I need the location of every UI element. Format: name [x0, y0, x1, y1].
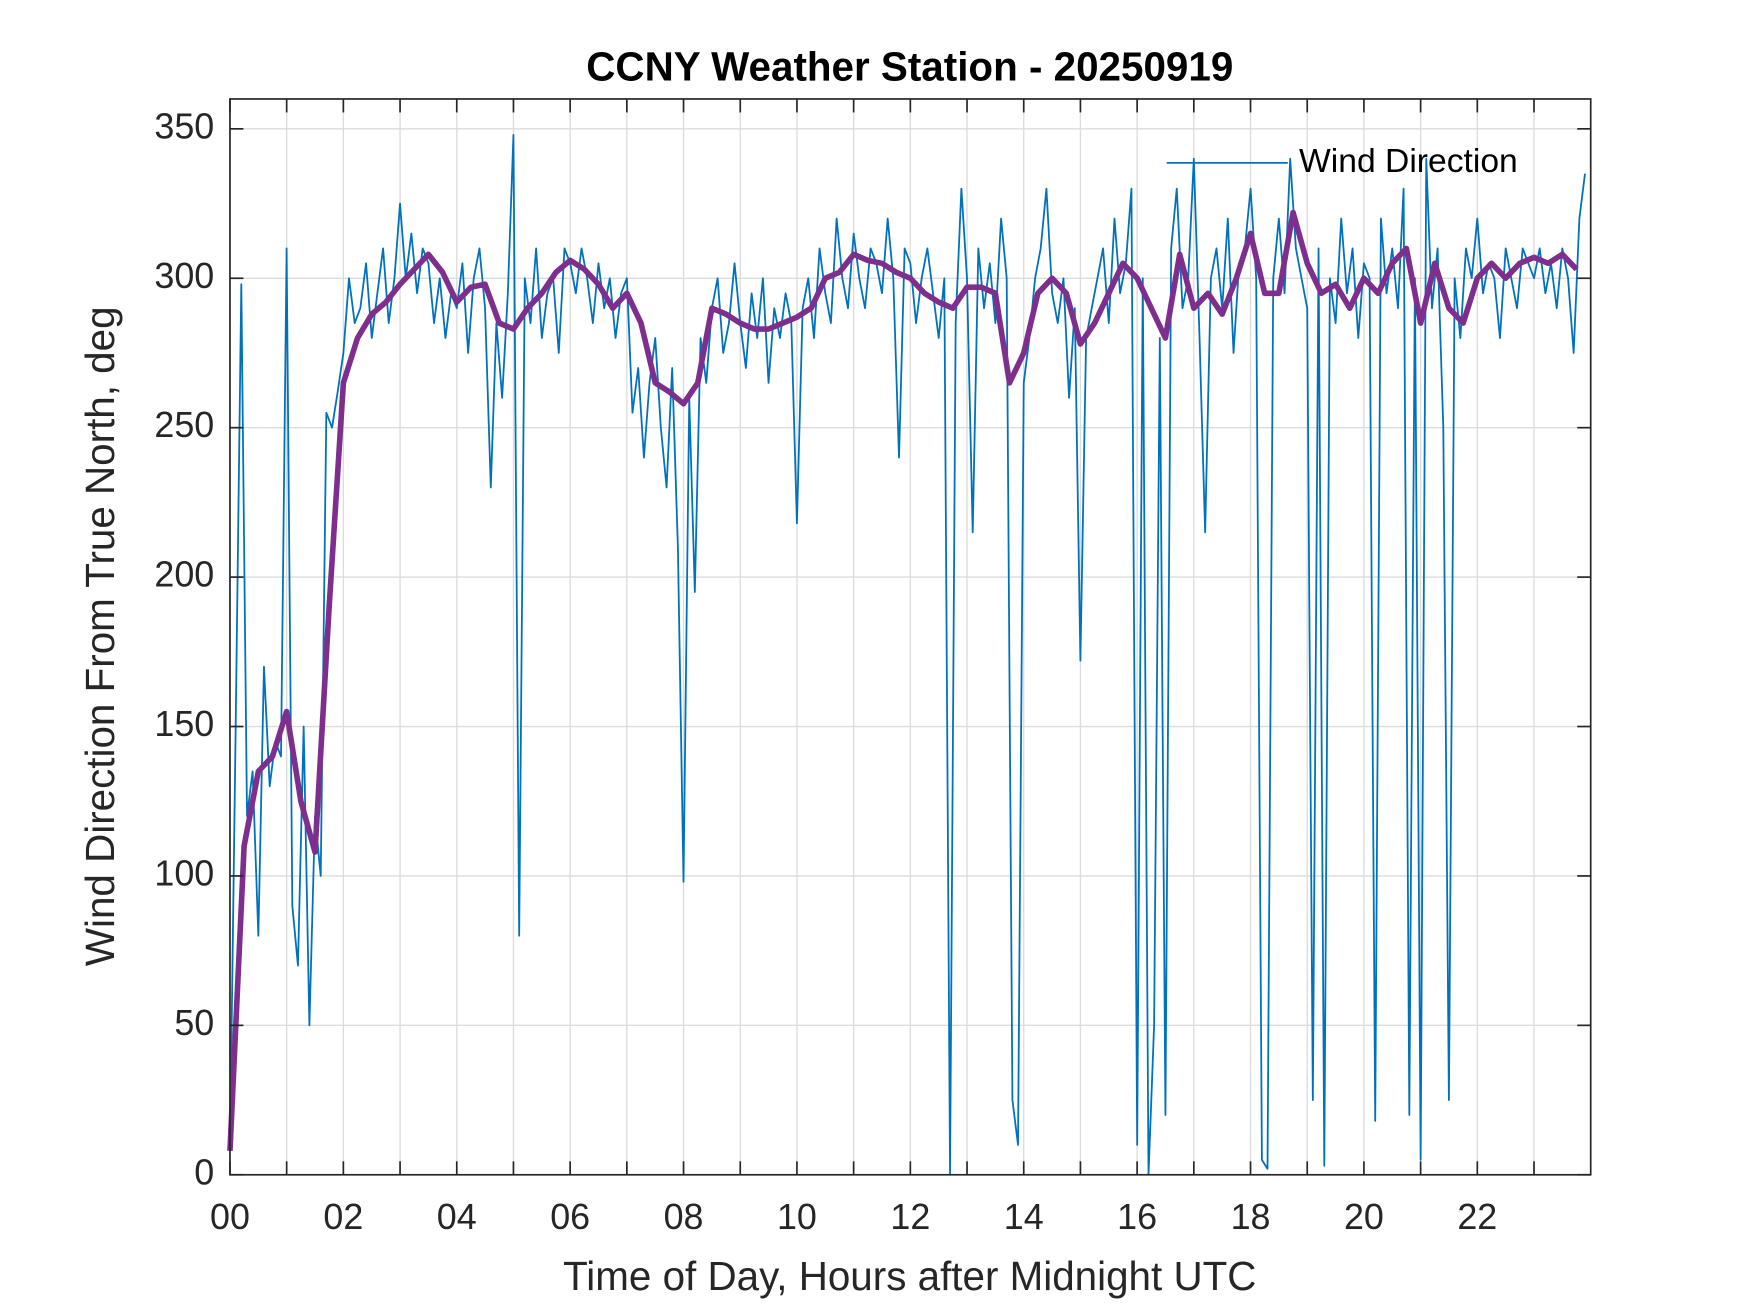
y-tick-label: 300 — [154, 256, 214, 296]
y-axis-label: Wind Direction From True North, deg — [77, 306, 123, 966]
legend: Wind Direction — [1166, 143, 1518, 180]
series-line — [229, 133, 1586, 1176]
y-tick-label: 0 — [194, 1152, 214, 1192]
x-tick-label: 14 — [1004, 1197, 1044, 1237]
x-tick-label: 10 — [777, 1197, 817, 1237]
x-axis-label: Time of Day, Hours after Midnight UTC — [563, 1253, 1256, 1299]
x-tick-label: 22 — [1457, 1197, 1497, 1237]
x-tick-label: 06 — [550, 1197, 590, 1237]
y-tick-label: 100 — [154, 853, 214, 893]
y-tick-label: 150 — [154, 704, 214, 744]
plot-area — [227, 133, 1586, 1176]
y-tick-label: 250 — [154, 405, 214, 445]
y-tick-label: 350 — [154, 106, 214, 146]
grid — [229, 98, 1591, 1176]
series-line — [227, 209, 1579, 1152]
legend-label: Wind Direction — [1299, 143, 1518, 180]
x-tick-label: 08 — [664, 1197, 704, 1237]
x-tick-label: 02 — [323, 1197, 363, 1237]
y-tick-label: 50 — [174, 1003, 214, 1043]
x-tick-label: 12 — [890, 1197, 930, 1237]
x-tick-label: 00 — [210, 1197, 250, 1237]
x-tick-label: 04 — [437, 1197, 477, 1237]
y-tick-label: 200 — [154, 555, 214, 595]
chart-title: CCNY Weather Station - 20250919 — [586, 43, 1233, 89]
x-tick-label: 16 — [1117, 1197, 1157, 1237]
ticks: 0 50 100 150 200 250 300 350 00 02 04 06 08 10 12 14 16 1… — [154, 98, 1591, 1237]
x-tick-label: 18 — [1231, 1197, 1271, 1237]
x-tick-label: 20 — [1344, 1197, 1384, 1237]
